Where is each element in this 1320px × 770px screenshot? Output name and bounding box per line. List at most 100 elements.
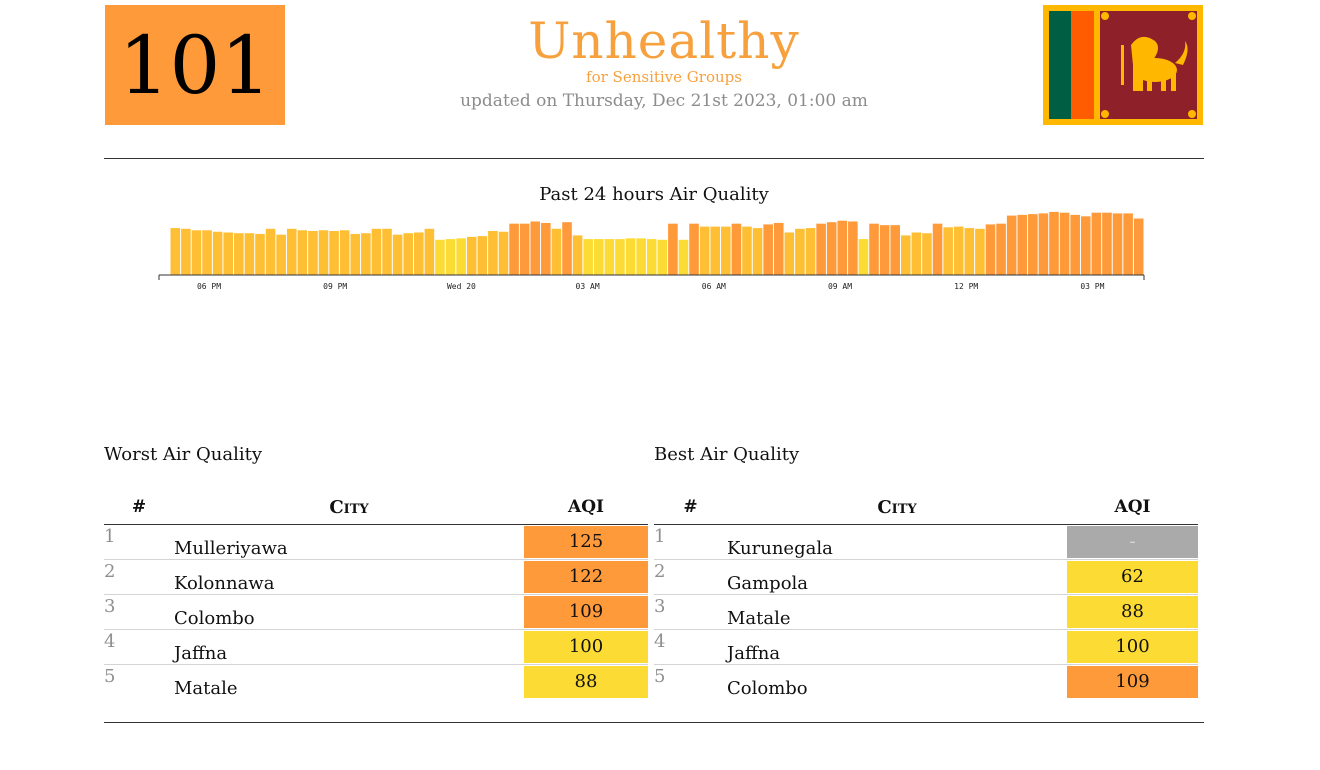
chart-bar[interactable] (286, 228, 297, 275)
chart-bar[interactable] (1080, 216, 1091, 275)
city-name[interactable]: Colombo (174, 594, 524, 630)
city-name[interactable]: Jaffna (174, 629, 524, 665)
chart-bar[interactable] (212, 231, 223, 275)
table-row[interactable]: 2 Kolonnawa 122 (104, 559, 648, 595)
chart-bar[interactable] (541, 222, 551, 275)
chart-bar[interactable] (932, 223, 943, 275)
chart-bar[interactable] (742, 226, 752, 275)
chart-bar[interactable] (668, 223, 678, 275)
chart-bar[interactable] (795, 228, 805, 275)
city-name[interactable]: Kurunegala (727, 524, 1067, 560)
chart-bar[interactable] (985, 224, 996, 275)
chart-bar[interactable] (1006, 215, 1017, 275)
chart-bar[interactable] (1059, 212, 1070, 275)
chart-bar[interactable] (625, 238, 636, 275)
chart-bar[interactable] (382, 228, 392, 275)
chart-bar[interactable] (498, 231, 509, 275)
chart-bar[interactable] (445, 239, 456, 275)
chart-bar[interactable] (234, 233, 244, 275)
chart-bar[interactable] (752, 228, 763, 275)
chart-bar[interactable] (308, 231, 318, 275)
chart-bar[interactable] (879, 225, 890, 275)
chart-bar[interactable] (805, 228, 816, 275)
chart-bar[interactable] (784, 232, 795, 275)
chart-bar[interactable] (731, 223, 742, 275)
chart-bar[interactable] (869, 223, 879, 275)
chart-bar[interactable] (699, 226, 710, 275)
chart-bar[interactable] (371, 228, 382, 275)
chart-bar[interactable] (1102, 212, 1112, 275)
chart-bar[interactable] (901, 235, 911, 275)
chart-bar[interactable] (1028, 214, 1038, 275)
chart-bar[interactable] (604, 239, 615, 275)
table-row[interactable]: 4 Jaffna 100 (654, 629, 1198, 665)
chart-bar[interactable] (996, 223, 1006, 275)
chart-bar[interactable] (1038, 213, 1049, 275)
chart-bar[interactable] (1091, 212, 1102, 275)
chart-bar[interactable] (181, 228, 191, 275)
chart-bar[interactable] (435, 239, 445, 275)
chart-bar[interactable] (572, 235, 583, 275)
chart-bar[interactable] (223, 232, 234, 275)
table-row[interactable]: 1 Kurunegala - (654, 524, 1198, 560)
chart-bar[interactable] (1070, 214, 1080, 275)
chart-bar[interactable] (403, 233, 413, 275)
chart-bar[interactable] (329, 231, 339, 275)
chart-bar[interactable] (456, 238, 466, 275)
chart-bar[interactable] (636, 238, 646, 275)
chart-bar[interactable] (953, 226, 964, 275)
chart-bar[interactable] (911, 232, 922, 275)
chart-bar[interactable] (255, 233, 265, 275)
city-name[interactable]: Kolonnawa (174, 559, 524, 595)
chart-bar[interactable] (562, 222, 572, 275)
chart-bar[interactable] (721, 226, 731, 275)
table-row[interactable]: 5 Colombo 109 (654, 665, 1198, 699)
table-row[interactable]: 1 Mulleriyawa 125 (104, 524, 648, 560)
chart-bar[interactable] (890, 225, 900, 275)
chart-bar[interactable] (763, 224, 773, 275)
chart-bar[interactable] (678, 239, 689, 275)
chart-bar[interactable] (1017, 214, 1028, 275)
city-name[interactable]: Matale (174, 678, 238, 699)
chart-bar[interactable] (1112, 213, 1123, 275)
chart-bar[interactable] (488, 231, 498, 275)
chart-bar[interactable] (689, 223, 699, 275)
chart-bar[interactable] (191, 230, 202, 275)
chart-bar[interactable] (816, 223, 826, 275)
chart-bar[interactable] (1049, 211, 1059, 275)
chart-bar[interactable] (466, 236, 477, 275)
city-name[interactable]: Matale (727, 594, 1067, 630)
chart-bar[interactable] (773, 222, 784, 275)
city-name[interactable]: Mulleriyawa (174, 524, 524, 560)
chart-bar[interactable] (848, 221, 858, 275)
chart-bar[interactable] (657, 239, 668, 275)
table-row[interactable]: 3 Colombo 109 (104, 594, 648, 630)
table-row[interactable]: 5 Matale 88 (104, 665, 648, 699)
city-name[interactable]: Gampola (727, 559, 1067, 595)
chart-bar[interactable] (361, 233, 371, 275)
table-row[interactable]: 3 Matale 88 (654, 594, 1198, 630)
chart-bar[interactable] (826, 222, 837, 275)
table-row[interactable]: 2 Gampola 62 (654, 559, 1198, 595)
chart-bar[interactable] (964, 228, 975, 275)
chart-bar[interactable] (858, 239, 869, 275)
chart-bar[interactable] (265, 228, 276, 275)
chart-bar[interactable] (424, 228, 435, 275)
chart-bar[interactable] (339, 230, 350, 275)
chart-bar[interactable] (414, 232, 424, 275)
chart-bar[interactable] (922, 233, 932, 275)
chart-bar[interactable] (943, 227, 953, 275)
chart-bar[interactable] (615, 239, 625, 275)
chart-bar[interactable] (318, 230, 329, 275)
chart-bar[interactable] (350, 233, 361, 275)
chart-bar[interactable] (244, 233, 255, 275)
chart-bar[interactable] (583, 239, 593, 275)
chart-bar[interactable] (297, 230, 308, 275)
chart-bar[interactable] (1123, 213, 1133, 275)
table-row[interactable]: 4 Jaffna 100 (104, 629, 648, 665)
chart-bar[interactable] (509, 223, 519, 275)
chart-bar[interactable] (392, 234, 403, 275)
chart-bar[interactable] (1133, 218, 1144, 275)
chart-bar[interactable] (710, 226, 721, 275)
chart-bar[interactable] (975, 228, 985, 275)
